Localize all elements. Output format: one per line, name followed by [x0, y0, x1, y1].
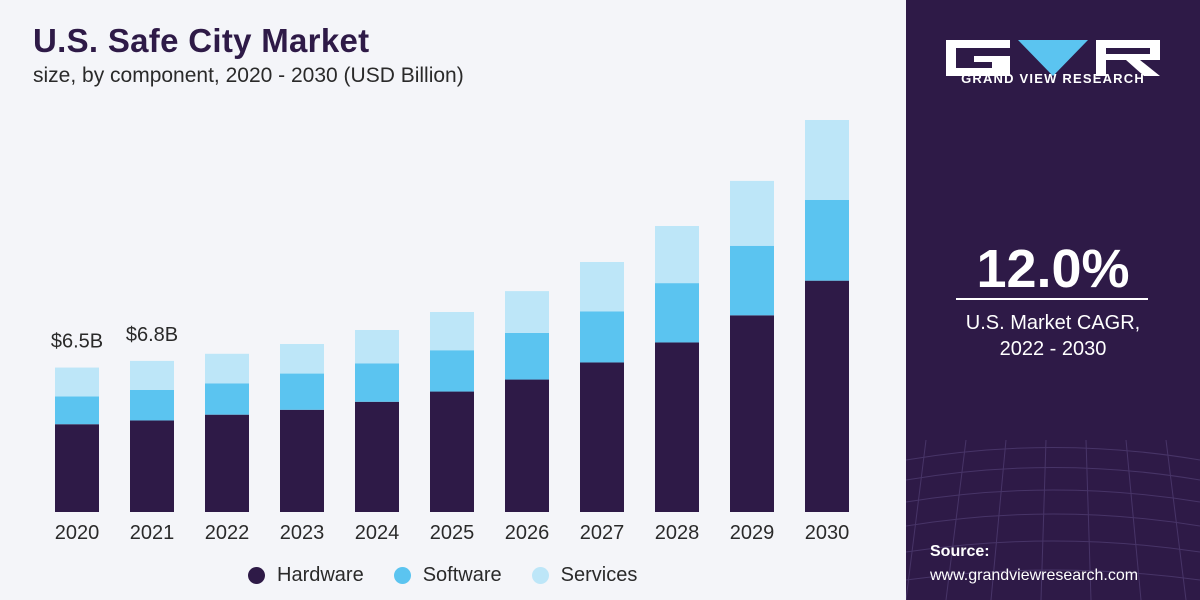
chart-title: U.S. Safe City Market	[33, 22, 370, 59]
x-tick-label-2026: 2026	[505, 522, 550, 544]
bar-services-2025	[430, 312, 474, 351]
bar-software-2028	[655, 283, 699, 343]
bar-software-2030	[805, 200, 849, 281]
data-label-2021: $6.8B	[126, 324, 178, 346]
bar-services-2023	[280, 344, 324, 374]
x-tick-label-2025: 2025	[430, 522, 475, 544]
cagr-divider	[956, 298, 1148, 300]
bar-hardware-2025	[430, 391, 474, 512]
x-tick-label-2021: 2021	[130, 522, 175, 544]
chart-subtitle: size, by component, 2020 - 2030 (USD Bil…	[33, 64, 464, 87]
legend-label-hardware: Hardware	[277, 563, 364, 586]
chart-legend: Hardware Software Services	[248, 562, 667, 588]
x-tick-label-2030: 2030	[805, 522, 850, 544]
cagr-label: U.S. Market CAGR, 2022 - 2030	[906, 310, 1200, 362]
bar-software-2022	[205, 383, 249, 415]
legend-item-software: Software	[393, 563, 502, 587]
bar-software-2025	[430, 350, 474, 392]
decorative-grid-graphic	[906, 440, 1200, 600]
x-tick-label-2029: 2029	[730, 522, 775, 544]
bar-hardware-2029	[730, 315, 774, 512]
bar-software-2021	[130, 390, 174, 421]
cagr-value: 12.0%	[976, 239, 1130, 299]
grand-view-research-logo	[946, 40, 1160, 76]
bar-software-2020	[55, 396, 99, 425]
x-tick-label-2022: 2022	[205, 522, 250, 544]
bar-services-2027	[580, 262, 624, 312]
bar-software-2027	[580, 311, 624, 363]
stacked-bar-chart: 2020 2021 2022 2023 2024 2025 2026 2027 2028 2029…	[51, 120, 850, 544]
bar-services-2026	[505, 291, 549, 333]
bar-services-2030	[805, 120, 849, 200]
bar-software-2026	[505, 332, 549, 380]
x-tick-label-2020: 2020	[55, 522, 100, 544]
bar-hardware-2028	[655, 342, 699, 512]
bar-hardware-2022	[205, 414, 249, 512]
bar-hardware-2030	[805, 280, 849, 512]
x-tick-label-2024: 2024	[355, 522, 400, 544]
source-url[interactable]: www.grandviewresearch.com	[930, 567, 1139, 584]
cagr-label-line1: U.S. Market CAGR,	[965, 312, 1141, 334]
bar-hardware-2026	[505, 379, 549, 512]
legend-dot-hardware	[248, 566, 265, 584]
bar-services-2022	[205, 353, 249, 384]
bar-hardware-2021	[130, 420, 174, 512]
cagr-label-line2: 2022 - 2030	[999, 338, 1107, 360]
data-label-2020: $6.5B	[51, 331, 103, 353]
bar-services-2029	[730, 180, 774, 246]
bar-services-2024	[355, 330, 399, 364]
legend-dot-services	[531, 566, 549, 584]
x-tick-label-2023: 2023	[280, 522, 325, 544]
bar-services-2021	[130, 360, 174, 390]
bar-hardware-2024	[355, 401, 399, 512]
legend-item-hardware: Hardware	[248, 564, 364, 587]
x-tick-label-2028: 2028	[655, 522, 700, 544]
bar-services-2028	[655, 226, 699, 284]
bar-software-2029	[730, 245, 774, 316]
legend-dot-software	[393, 566, 411, 584]
legend-item-services: Services	[531, 563, 638, 587]
bar-hardware-2020	[55, 424, 99, 512]
source-title: Source:	[930, 543, 990, 560]
bar-software-2023	[280, 373, 324, 410]
bar-software-2024	[355, 363, 399, 402]
sidebar-panel: GRAND VIEW RESEARCH 12.0% U.S. Market CA…	[906, 0, 1200, 600]
bar-hardware-2027	[580, 362, 624, 512]
x-tick-label-2027: 2027	[580, 522, 625, 544]
brand-name: GRAND VIEW RESEARCH	[961, 71, 1145, 86]
legend-label-software: Software	[422, 563, 502, 586]
bar-hardware-2023	[280, 409, 324, 512]
bar-services-2020	[55, 367, 99, 397]
chart-panel: U.S. Safe City Market size, by component…	[33, 22, 850, 588]
legend-label-services: Services	[560, 563, 638, 586]
